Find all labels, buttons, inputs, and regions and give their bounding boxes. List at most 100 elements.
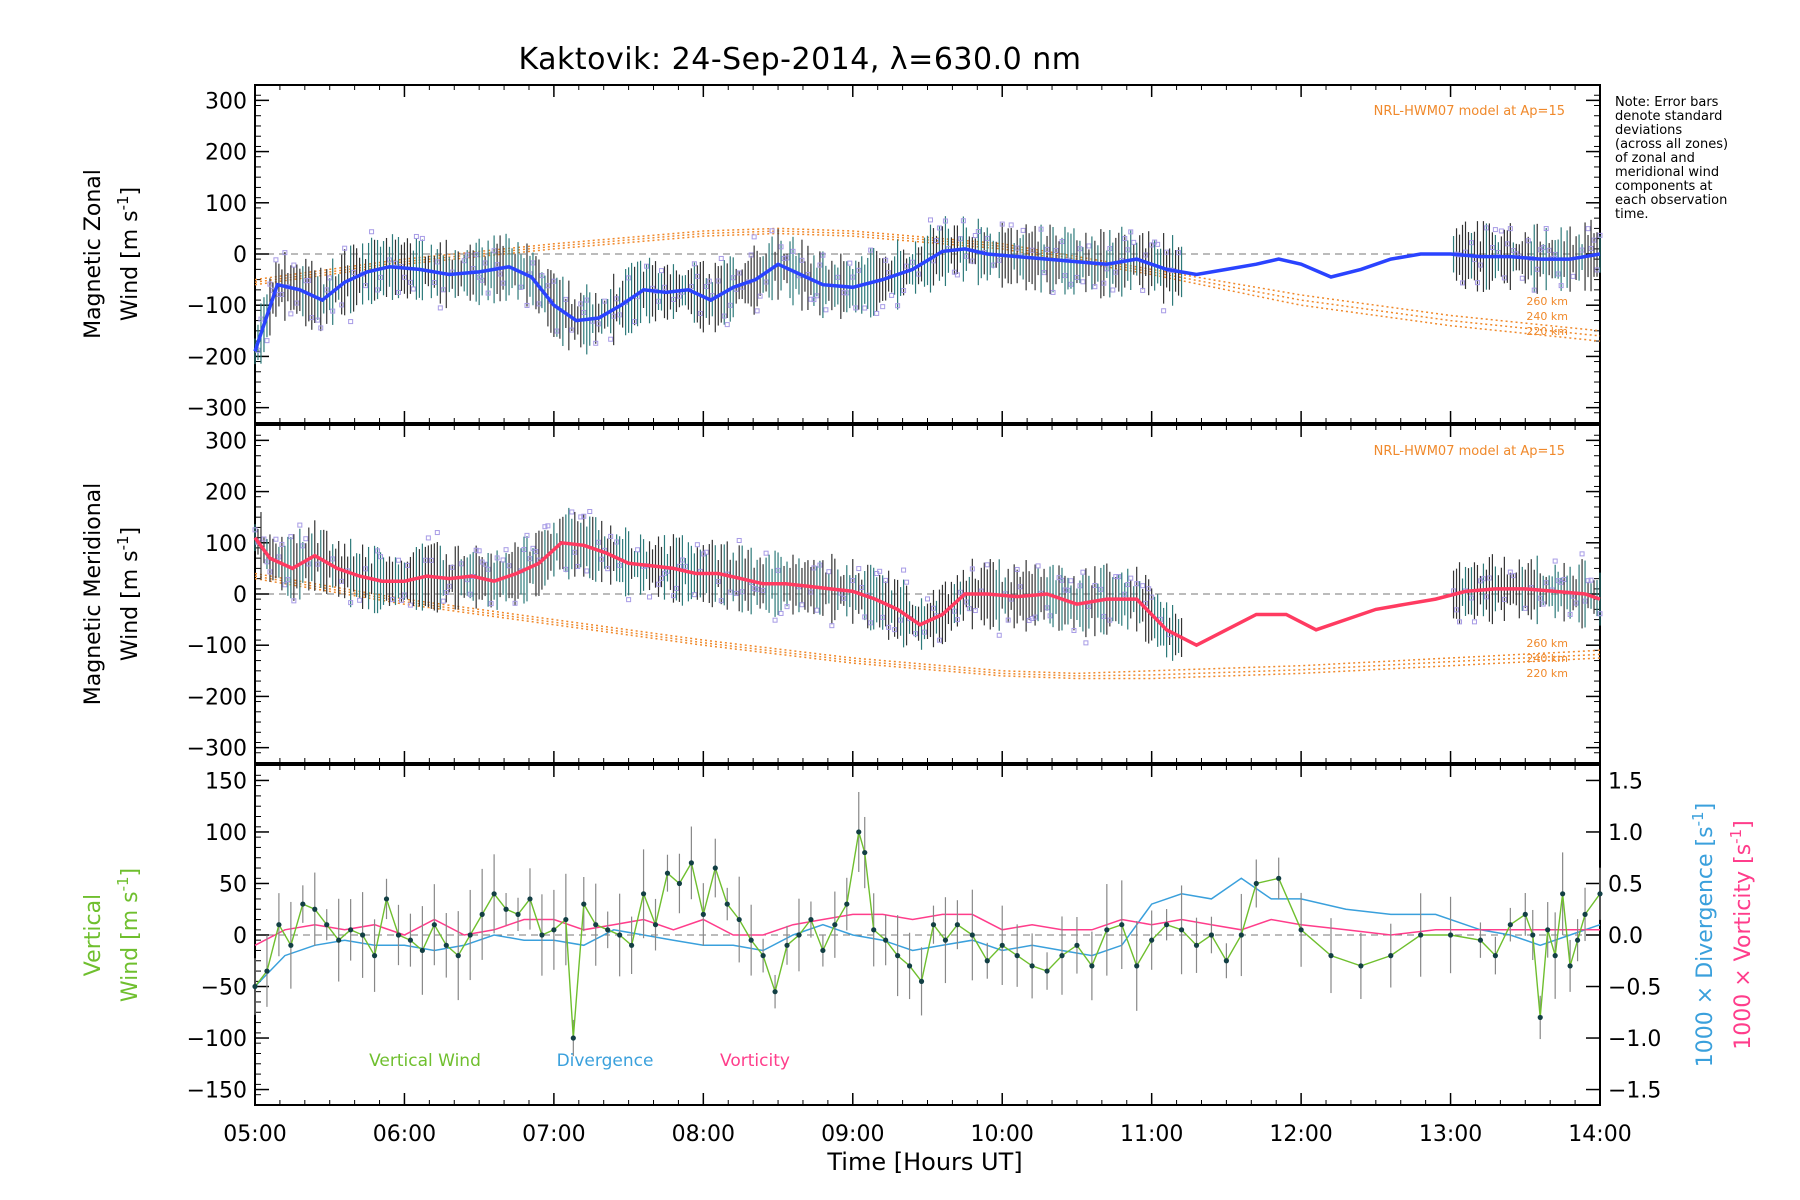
vertical-wind-point bbox=[1477, 937, 1484, 943]
zone-sample bbox=[545, 523, 551, 529]
zone-sample bbox=[608, 533, 614, 539]
altitude-label: 240 km bbox=[1526, 310, 1568, 323]
zone-sample bbox=[1143, 252, 1149, 258]
vertical-wind-point bbox=[1492, 953, 1498, 959]
zone-sample bbox=[530, 260, 536, 266]
panel-zonal: 300 200 100 0 −100 −200 −300 Magnetic Zonal Wind… bbox=[81, 84, 1603, 424]
zone-sample bbox=[784, 604, 790, 610]
zone-sample bbox=[1570, 273, 1576, 279]
zone-sample bbox=[904, 263, 910, 269]
zone-sample bbox=[730, 275, 736, 281]
zone-sample bbox=[999, 221, 1005, 227]
zone-sample bbox=[841, 595, 847, 601]
zone-sample bbox=[563, 296, 569, 302]
zone-sample bbox=[446, 583, 452, 589]
panel-meridional: 300 200 100 0 −100 −200 −300 Magnetic Meridiona… bbox=[81, 424, 1603, 764]
vertical-wind-point bbox=[736, 916, 742, 923]
zone-sample bbox=[1522, 605, 1528, 611]
zone-sample bbox=[841, 290, 847, 296]
zone-sample bbox=[309, 315, 315, 321]
zone-sample bbox=[363, 283, 369, 289]
zone-sample bbox=[378, 274, 384, 280]
zone-sample bbox=[853, 305, 859, 311]
zone-sample bbox=[407, 602, 413, 608]
note-line: each observation bbox=[1615, 193, 1728, 208]
zone-sample bbox=[1065, 587, 1071, 593]
zone-sample bbox=[814, 607, 820, 613]
zone-sample bbox=[1005, 617, 1011, 623]
vertical-wind-point bbox=[1447, 932, 1454, 938]
zone-sample bbox=[348, 319, 354, 325]
vertical-wind-point bbox=[1193, 942, 1200, 948]
zone-sample bbox=[682, 563, 688, 569]
panel-vertical: 150 100 50 0 −50 −100 −150 Vertical Wind [m s-1]… bbox=[81, 764, 1756, 1147]
x-tick-label: 11:00 bbox=[1120, 1122, 1183, 1147]
y-tick-label: 200 bbox=[205, 481, 247, 506]
zone-sample bbox=[736, 270, 742, 276]
zone-sample bbox=[1110, 287, 1116, 293]
zone-sample bbox=[581, 513, 587, 519]
zone-sample bbox=[395, 557, 401, 563]
vertical-wind-point bbox=[348, 927, 354, 933]
vertical-wind-point bbox=[930, 922, 937, 928]
zone-sample bbox=[1519, 275, 1525, 281]
zone-sample bbox=[1468, 595, 1474, 601]
zone-sample bbox=[1113, 269, 1119, 275]
zone-sample bbox=[1044, 605, 1050, 611]
zone-sample bbox=[357, 597, 363, 603]
zone-sample bbox=[611, 313, 617, 319]
zone-sample bbox=[1107, 246, 1113, 252]
zone-sample bbox=[1047, 613, 1053, 619]
zone-sample bbox=[1128, 575, 1134, 581]
vertical-wind-point bbox=[844, 901, 850, 907]
zone-sample bbox=[599, 556, 605, 562]
zone-sample bbox=[273, 257, 279, 263]
zone-sample bbox=[811, 565, 817, 571]
altitude-label: 260 km bbox=[1526, 637, 1568, 650]
zone-sample bbox=[524, 302, 530, 308]
zone-sample bbox=[933, 238, 939, 244]
zone-sample bbox=[772, 617, 778, 623]
chart-title: Kaktovik: 24-Sep-2014, λ=630.0 nm bbox=[518, 42, 1082, 77]
zone-sample bbox=[551, 278, 557, 284]
vertical-wind-point bbox=[1388, 953, 1394, 959]
zone-sample bbox=[1140, 287, 1146, 293]
zone-sample bbox=[533, 549, 539, 555]
zone-sample bbox=[1552, 558, 1558, 564]
vertical-wind-point bbox=[455, 953, 461, 959]
vertical-wind-point bbox=[918, 978, 925, 984]
vertical-wind-point bbox=[581, 901, 587, 907]
zone-sample bbox=[727, 302, 733, 308]
vertical-wind-point bbox=[563, 916, 569, 923]
y-axis-label: Vertical bbox=[81, 894, 106, 976]
model-curve bbox=[254, 230, 1601, 337]
zone-sample bbox=[754, 586, 760, 592]
vertical-wind-point bbox=[1522, 911, 1528, 917]
altitude-label: 220 km bbox=[1526, 325, 1568, 338]
zone-sample bbox=[407, 279, 413, 285]
zone-sample bbox=[351, 269, 357, 275]
y-tick-label: 0 bbox=[233, 924, 247, 949]
zone-sample bbox=[482, 561, 488, 567]
zone-sample bbox=[1092, 284, 1098, 290]
vertical-wind-point bbox=[1134, 963, 1140, 969]
zone-sample bbox=[1020, 227, 1026, 233]
vertical-wind-point bbox=[570, 1035, 576, 1041]
zone-sample bbox=[476, 274, 482, 280]
zone-sample bbox=[569, 509, 575, 515]
vertical-wind-point bbox=[1552, 953, 1558, 959]
zone-sample bbox=[847, 260, 853, 266]
zone-sample bbox=[545, 283, 551, 289]
zone-sample bbox=[706, 278, 712, 284]
zone-sample bbox=[1164, 249, 1170, 255]
zone-sample bbox=[563, 566, 569, 572]
vertical-wind-point bbox=[784, 942, 790, 948]
zone-sample bbox=[1477, 262, 1483, 268]
zone-sample bbox=[434, 530, 440, 536]
zone-sample bbox=[569, 327, 575, 333]
zone-sample bbox=[482, 260, 488, 266]
vertical-wind-point bbox=[617, 932, 623, 938]
zone-sample bbox=[859, 584, 865, 590]
zone-sample bbox=[1122, 236, 1128, 242]
zone-sample bbox=[276, 291, 282, 297]
